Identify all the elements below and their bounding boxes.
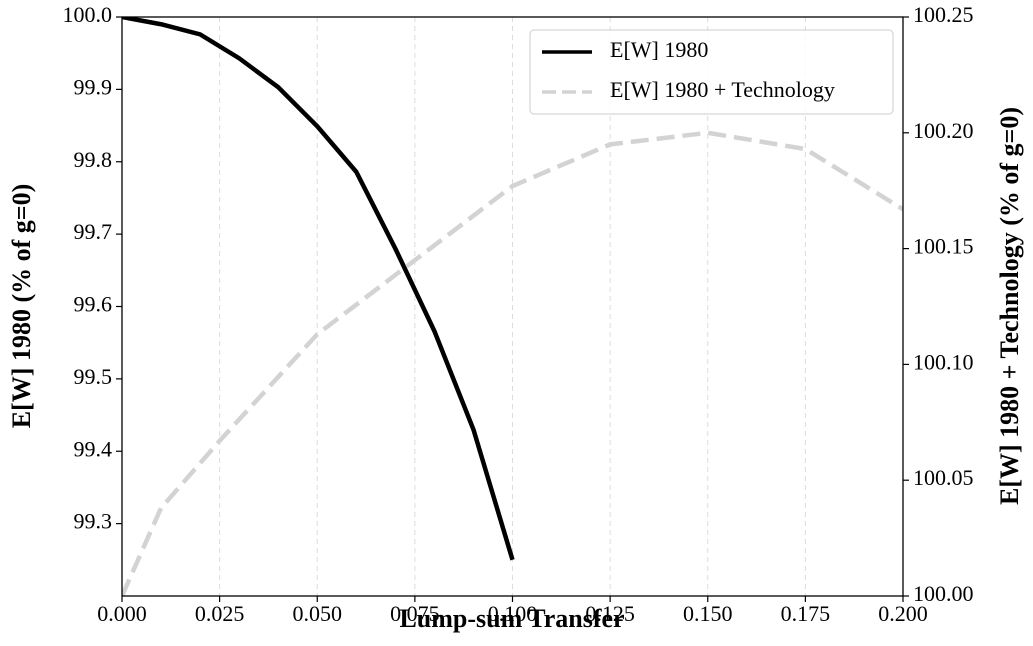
x-tick-label: 0.050 xyxy=(293,601,343,626)
y-tick-label: 99.6 xyxy=(74,292,113,317)
y-tick-label: 99.3 xyxy=(74,509,113,534)
y-axis-label: E[W] 1980 (% of g=0) xyxy=(7,184,36,428)
y-tick-label: 100.0 xyxy=(63,2,113,27)
y2-tick-label: 100.10 xyxy=(913,349,974,374)
series-line xyxy=(122,17,515,561)
x-tick-label: 0.200 xyxy=(878,601,928,626)
y-tick-label: 99.5 xyxy=(74,364,113,389)
series-line xyxy=(122,130,903,596)
x-tick-label: 0.075 xyxy=(390,601,440,626)
y2-tick-label: 100.25 xyxy=(913,2,974,27)
plot-frame xyxy=(121,16,904,597)
y2-tick-label: 100.15 xyxy=(913,234,974,259)
legend-box xyxy=(529,29,894,115)
y2-tick-label: 100.20 xyxy=(913,118,974,143)
x-tick-label: 0.150 xyxy=(683,601,733,626)
y2-axis-label: E[W] 1980 + Technology (% of g=0) xyxy=(995,107,1024,505)
y2-tick-label: 100.00 xyxy=(913,581,974,606)
legend-label: E[W] 1980 + Technology xyxy=(610,77,835,102)
y-tick-label: 99.4 xyxy=(74,436,113,461)
y-tick-label: 99.9 xyxy=(74,74,113,99)
x-axis-label: Lump-sum Transfer xyxy=(399,604,624,633)
y-tick-label: 99.7 xyxy=(74,219,113,244)
x-tick-label: 0.125 xyxy=(585,601,635,626)
x-tick-label: 0.100 xyxy=(488,601,538,626)
legend-label: E[W] 1980 xyxy=(610,37,708,62)
y2-tick-label: 100.05 xyxy=(913,465,974,490)
x-tick-label: 0.000 xyxy=(97,601,147,626)
x-tick-label: 0.025 xyxy=(195,601,245,626)
y-tick-label: 99.8 xyxy=(74,147,113,172)
legend: E[W] 1980 E[W] 1980 + Technology xyxy=(529,29,894,115)
x-tick-label: 0.175 xyxy=(781,601,831,626)
